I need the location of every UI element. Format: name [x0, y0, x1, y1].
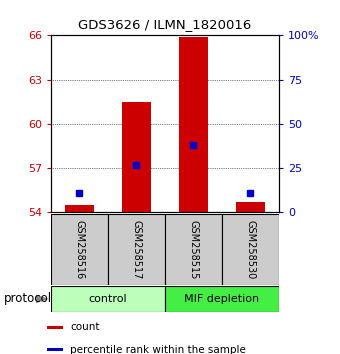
Text: GSM258515: GSM258515 [188, 220, 198, 279]
Title: GDS3626 / ILMN_1820016: GDS3626 / ILMN_1820016 [78, 18, 252, 32]
Bar [222, 214, 279, 285]
Bar [122, 102, 151, 212]
Text: MIF depletion: MIF depletion [184, 294, 259, 304]
Text: protocol: protocol [3, 292, 52, 306]
Bar [179, 37, 208, 212]
Text: percentile rank within the sample: percentile rank within the sample [70, 345, 246, 354]
Bar [47, 326, 63, 329]
Bar [236, 202, 265, 212]
Bar [108, 214, 165, 285]
Bar [165, 214, 222, 285]
Bar [51, 286, 165, 312]
Text: GSM258516: GSM258516 [74, 220, 84, 279]
Text: GSM258530: GSM258530 [245, 220, 255, 279]
Text: GSM258517: GSM258517 [132, 220, 141, 279]
Text: count: count [70, 322, 100, 332]
Bar [51, 214, 108, 285]
Bar [165, 286, 279, 312]
Text: control: control [89, 294, 127, 304]
Bar [47, 348, 63, 352]
Bar [65, 205, 94, 212]
Polygon shape [36, 295, 49, 303]
